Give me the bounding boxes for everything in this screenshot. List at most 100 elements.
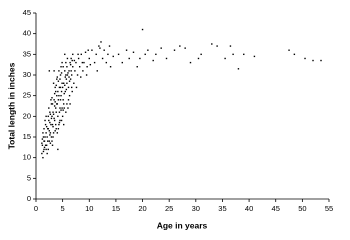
x-tick-label: 15 <box>112 204 120 213</box>
point <box>101 57 104 60</box>
point <box>62 109 64 111</box>
x-tick-label: 10 <box>85 204 93 213</box>
point <box>98 45 100 47</box>
point <box>57 99 60 101</box>
point <box>53 105 56 107</box>
point <box>67 72 69 74</box>
point <box>52 125 54 128</box>
y-tick-label: 45 <box>23 8 31 17</box>
point <box>78 66 81 68</box>
point <box>59 78 61 80</box>
point <box>96 70 98 72</box>
point <box>56 94 58 97</box>
point <box>42 150 45 153</box>
point <box>56 103 59 105</box>
point <box>43 140 45 142</box>
point <box>88 57 90 60</box>
point <box>59 99 62 101</box>
x-tick-label: 50 <box>298 204 306 213</box>
point <box>70 86 73 89</box>
point <box>74 70 76 72</box>
point <box>56 132 59 134</box>
point <box>50 136 53 138</box>
y-tick-label: 5 <box>27 173 31 182</box>
point <box>45 144 48 146</box>
point <box>50 117 53 120</box>
point <box>52 113 55 115</box>
point <box>42 132 44 134</box>
point <box>69 78 72 80</box>
point <box>70 57 72 60</box>
point <box>189 61 192 64</box>
point <box>63 107 65 109</box>
point <box>46 152 48 155</box>
point <box>293 53 296 56</box>
point <box>53 99 55 101</box>
point <box>61 82 63 84</box>
point <box>70 74 73 76</box>
y-tick-label: 20 <box>23 111 31 120</box>
point <box>165 57 168 60</box>
point <box>81 61 84 64</box>
point <box>75 61 77 64</box>
point <box>60 66 62 68</box>
point <box>52 82 55 84</box>
point <box>100 41 102 43</box>
point <box>51 144 54 146</box>
point <box>73 59 76 62</box>
point <box>44 123 47 126</box>
point <box>60 90 63 93</box>
point <box>57 128 60 130</box>
point <box>59 86 62 89</box>
point <box>65 88 68 91</box>
point <box>53 92 56 95</box>
point <box>54 130 56 132</box>
point <box>63 123 65 126</box>
point <box>49 121 51 124</box>
point <box>52 136 54 138</box>
point <box>58 86 61 89</box>
point <box>68 70 70 72</box>
point <box>75 86 78 89</box>
point <box>77 57 80 60</box>
point <box>155 53 157 56</box>
point <box>60 119 63 122</box>
point <box>50 99 52 101</box>
point <box>41 138 44 140</box>
point <box>63 103 65 105</box>
point <box>65 74 67 76</box>
point <box>65 61 67 64</box>
point <box>44 136 46 138</box>
point <box>71 59 73 62</box>
point <box>160 47 162 49</box>
point <box>99 47 101 49</box>
point <box>48 107 50 109</box>
point <box>42 156 44 159</box>
point <box>58 111 61 113</box>
point <box>237 68 240 70</box>
point <box>77 53 79 56</box>
point <box>63 92 65 95</box>
point <box>69 63 72 66</box>
point <box>54 86 56 89</box>
point <box>44 144 47 146</box>
point <box>51 103 54 105</box>
point <box>61 61 63 64</box>
point <box>57 80 60 82</box>
point <box>67 86 70 89</box>
point <box>53 70 55 72</box>
point <box>47 140 49 142</box>
point <box>45 125 48 128</box>
point <box>200 53 202 56</box>
point <box>71 90 73 93</box>
y-tick-label: 30 <box>23 70 31 79</box>
point <box>59 74 62 76</box>
point <box>68 76 70 78</box>
point <box>147 49 149 51</box>
point <box>80 53 82 56</box>
point <box>53 119 56 122</box>
point <box>66 103 68 105</box>
point <box>64 70 66 72</box>
point <box>72 53 74 56</box>
point <box>60 109 62 111</box>
